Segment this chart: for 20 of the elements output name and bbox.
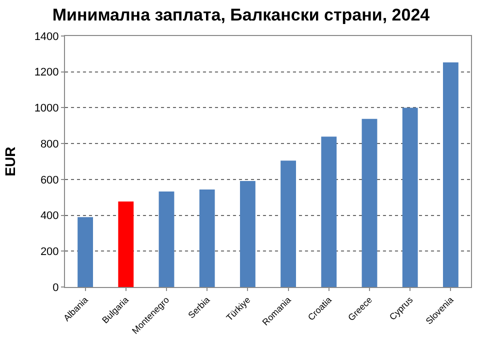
bar: [280, 160, 296, 287]
y-tick-label: 1400: [34, 30, 59, 43]
bar: [158, 191, 174, 287]
chart-title: Минимална заплата, Балкански страни, 2024: [52, 6, 430, 25]
y-tick-label: 0: [52, 282, 59, 294]
bar: [442, 62, 458, 287]
bar: [362, 118, 378, 287]
y-tick-label: 1000: [34, 102, 59, 115]
bar: [78, 217, 94, 287]
bar: [402, 108, 418, 287]
y-tick-label: 200: [40, 246, 59, 258]
bar: [118, 201, 134, 287]
bar: [199, 189, 215, 287]
bar: [240, 181, 256, 287]
bar: [321, 136, 337, 287]
y-tick-label: 600: [40, 174, 59, 186]
y-tick-label: 800: [40, 138, 59, 150]
y-tick-label: 1200: [34, 66, 59, 79]
y-tick-label: 400: [40, 210, 59, 222]
y-axis-title: EUR: [2, 146, 18, 176]
